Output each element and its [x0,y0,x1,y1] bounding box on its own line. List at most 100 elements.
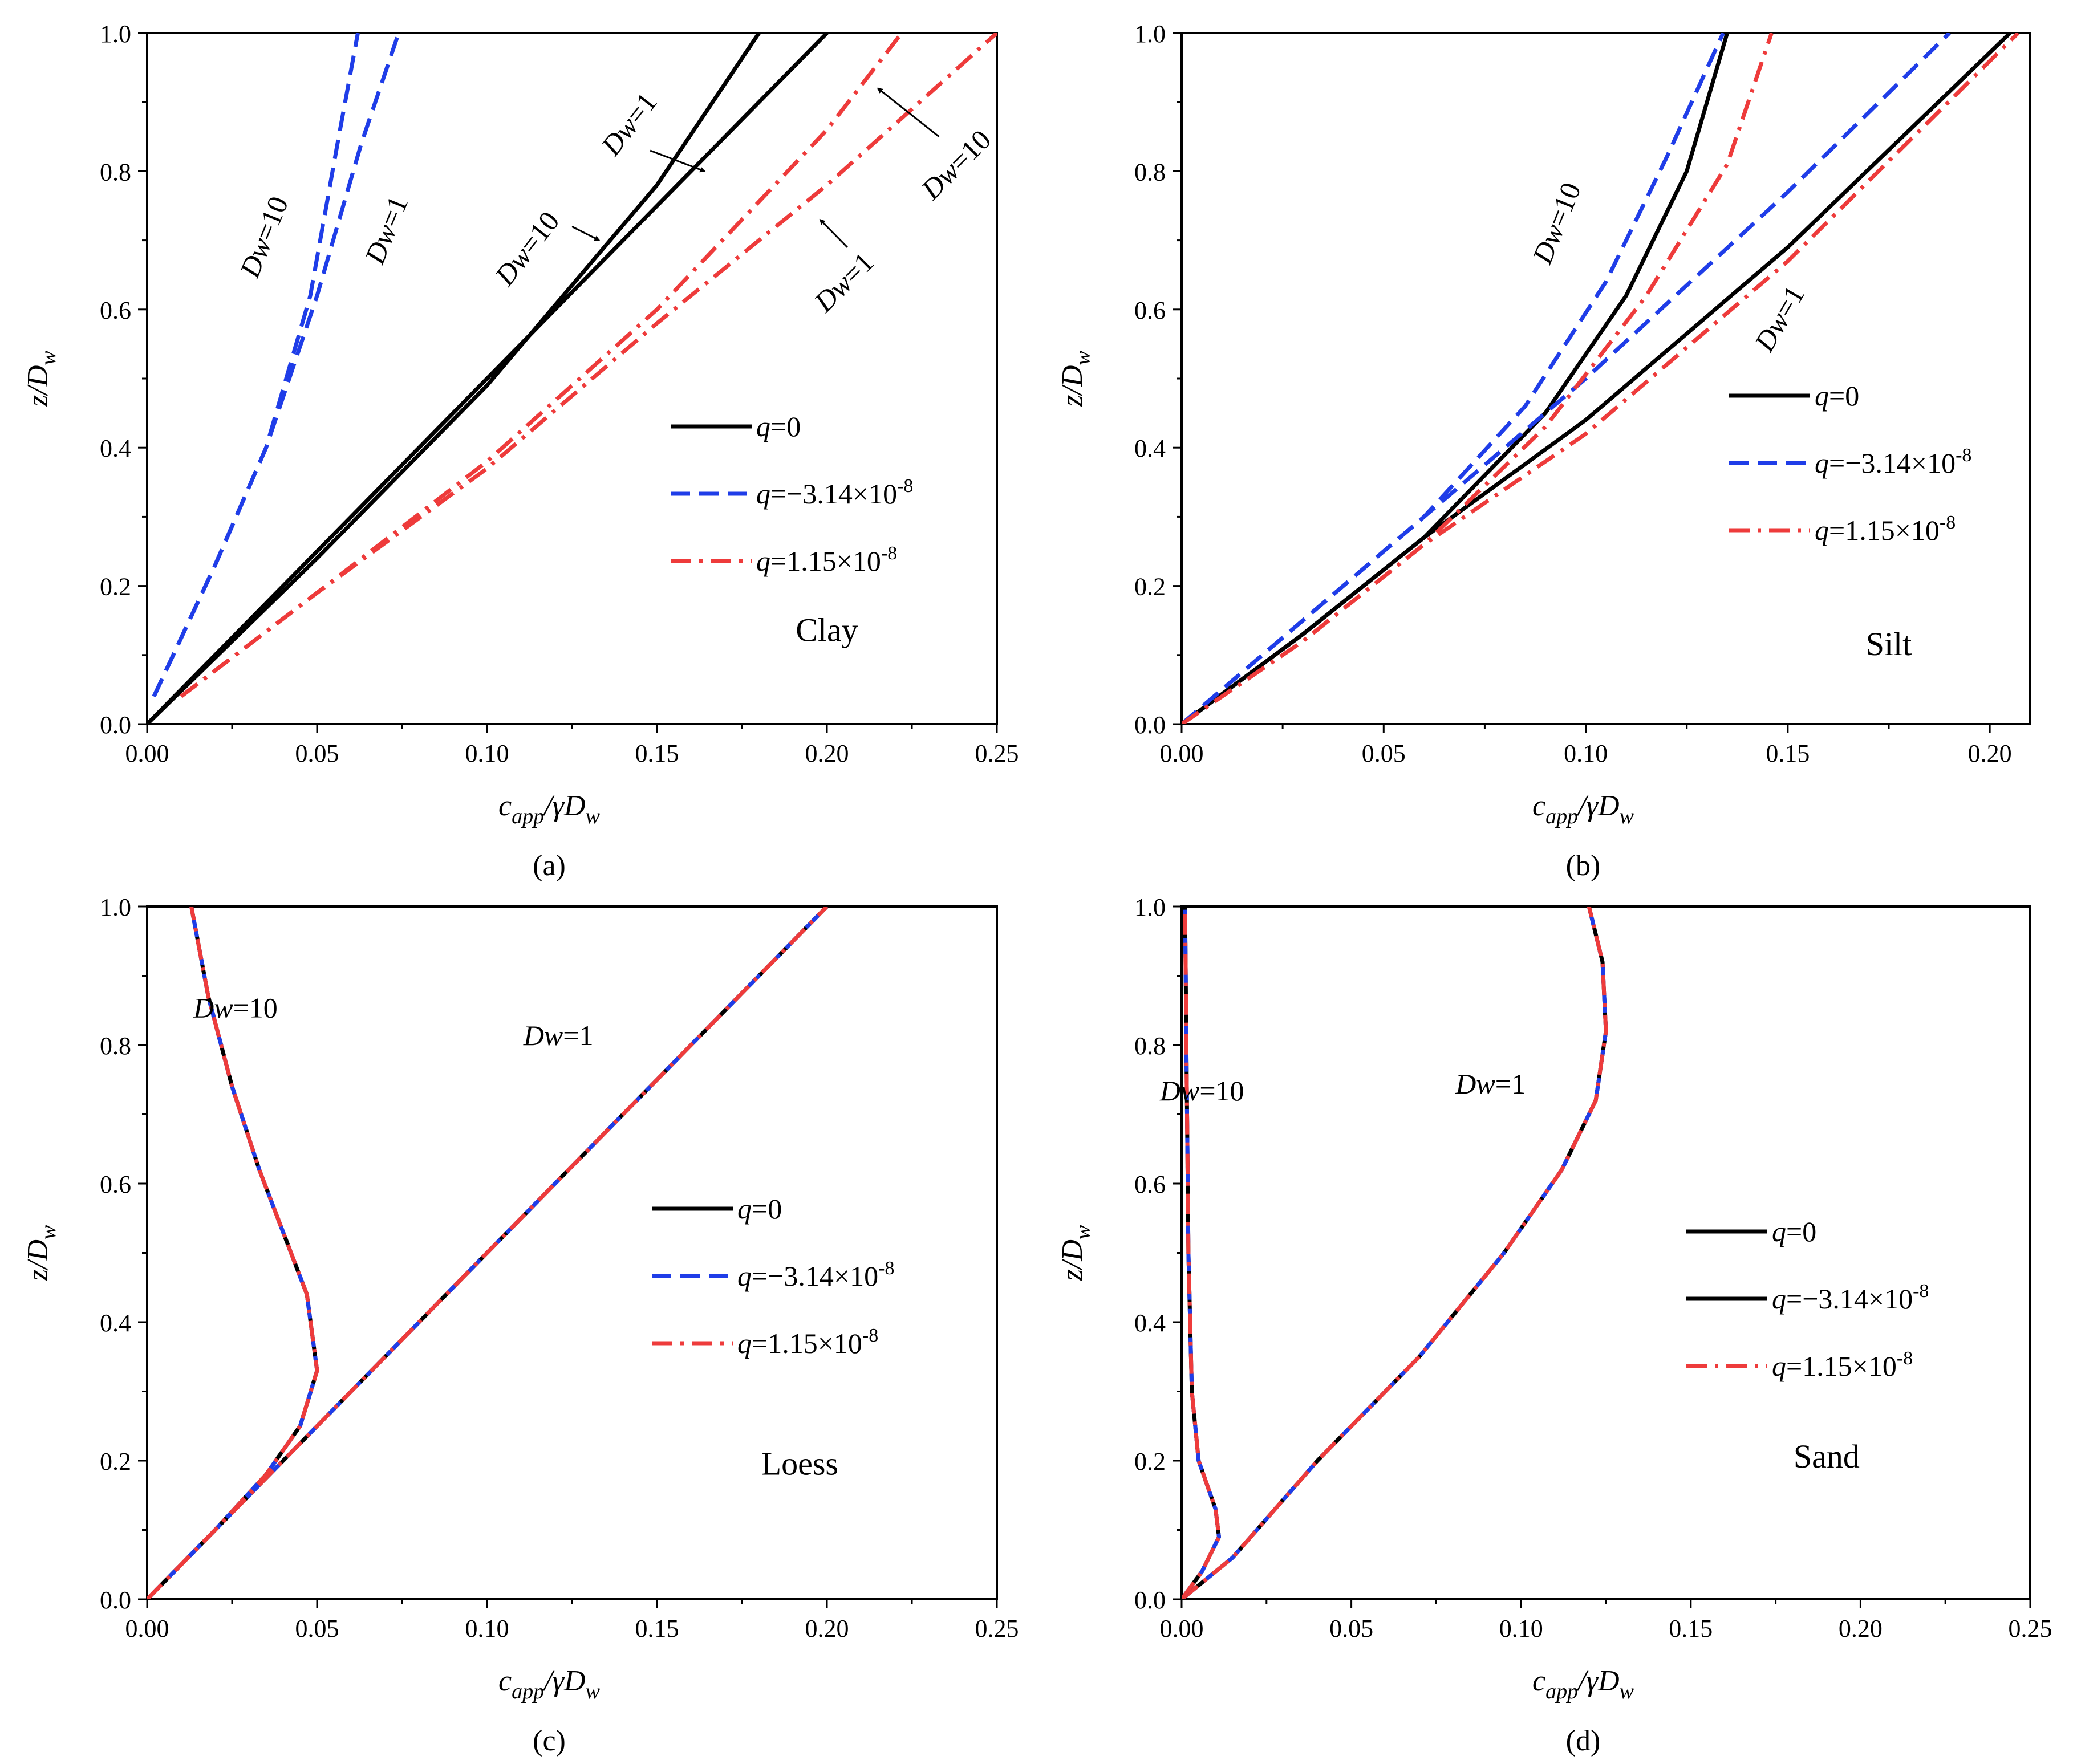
legend-value: =0 [770,410,801,442]
curve-annotation-var: Dw [1159,1075,1199,1107]
curve-annotation: Dw=10 [488,205,566,292]
series-line-3 [147,907,319,1599]
x-tick-label: 0.05 [1362,739,1406,767]
curve-annotation: Dw=1 [523,1019,594,1051]
x-tick-label: 0.15 [635,1615,679,1643]
y-tick-label: 0.4 [1134,1309,1166,1337]
legend-value: =1.15×10 [752,1327,862,1359]
y-tick-label: 0.4 [100,1309,131,1337]
legend-q: q [737,1260,752,1292]
series-line-1 [1182,907,1608,1599]
y-tick-label: 0.2 [100,573,131,601]
series-line-4 [180,33,997,698]
series-line-4 [147,907,829,1599]
x-axis-label-sub2: w [1620,1680,1634,1704]
x-tick-label: 0.00 [1160,1615,1204,1643]
x-tick-label: 0.10 [1499,1615,1543,1643]
legend-entry: q=1.15×10-8 [1815,512,1956,546]
series-group [1182,33,2020,724]
y-axis-label-sub: w [1071,1225,1095,1239]
legend-q: q [1772,1216,1786,1247]
legend: q=0q=−3.14×10-8q=1.15×10-8 [1686,1216,1929,1382]
y-axis-label: z/Dw [1056,351,1095,407]
legend-exponent: -8 [862,1325,878,1346]
legend-entry: q=0 [1815,380,1859,412]
legend-exponent: -8 [897,475,913,497]
y-axis-label: z/Dw [22,351,60,407]
legend-entry: q=1.15×10-8 [756,543,897,577]
x-tick-label: 0.00 [1160,739,1204,767]
y-tick-label: 0.2 [100,1448,131,1476]
x-axis-label: capp/γDw [498,790,601,828]
legend-exponent: -8 [1940,512,1956,533]
soil-label: Clay [796,612,858,649]
y-tick-label: 1.0 [100,20,131,48]
legend-q: q [737,1327,752,1359]
curve-annotation: Dw=10 [193,991,278,1023]
legend-q: q [756,478,770,510]
legend-value: =−3.14×10 [1786,1283,1913,1315]
x-axis-label-sub1: app [512,804,544,828]
y-axis-label-main: z/D [22,365,54,407]
legend-value: =1.15×10 [770,545,881,577]
series-line-5 [1182,33,1774,724]
x-axis-label-mid: /γD [542,790,586,822]
legend-entry: q=0 [1772,1216,1816,1247]
y-tick-label: 0.8 [100,1032,131,1060]
legend-value: =−3.14×10 [1829,447,1956,479]
legend-q: q [1772,1283,1786,1315]
curve-annotation: Dw=10 [1526,178,1587,269]
series-group [147,907,829,1599]
y-tick-label: 0.8 [1134,158,1166,186]
legend-entry: q=−3.14×10-8 [1815,445,1971,479]
soil-label: Sand [1794,1438,1860,1475]
chart-panel-clay: 0.00 0.05 0.10 0.15 0.20 0.25 0.0 0.2 0.4 0.6 0.8 1… [22,20,1019,882]
legend-q: q [756,410,770,442]
annotation-arrow [819,218,848,248]
curve-annotation: Dw=1 [1748,280,1811,357]
y-axis-label-sub: w [36,1225,60,1239]
legend: q=0q=−3.14×10-8q=1.15×10-8 [671,410,913,577]
legend: q=0q=−3.14×10-8q=1.15×10-8 [1729,380,1971,546]
legend-q: q [1815,447,1829,479]
x-axis-label-sub1: app [1545,804,1578,828]
curve-annotation: Dw=10 [915,123,997,206]
y-tick-label: 1.0 [1134,20,1166,48]
x-axis-label-mid: /γD [1576,1665,1620,1697]
panel-caption: (b) [1566,850,1601,882]
y-tick-label: 0.6 [100,296,131,324]
y-tick-label: 0.0 [100,1586,131,1614]
series-line-3 [1182,33,1725,724]
legend-entry: q=−3.14×10-8 [756,475,913,510]
y-axis-label-sub: w [1071,351,1095,365]
legend-exponent: -8 [878,1258,894,1279]
series-line-2 [1182,907,1608,1599]
series-line-0 [1182,907,1608,1599]
panel-caption: (d) [1566,1725,1601,1757]
annotation-arrow [877,87,940,137]
y-tick-label: 0.4 [100,434,131,462]
x-tick-label: 0.20 [805,739,849,767]
x-axis-label-sub2: w [586,804,601,828]
y-tick-label: 0.6 [1134,1170,1166,1198]
x-axis-label: capp/γDw [1532,790,1634,828]
series-group [1182,907,1608,1599]
y-tick-label: 0.4 [1134,434,1166,462]
legend-q: q [1815,380,1829,412]
curve-annotation: Dw=1 [1455,1068,1526,1100]
x-axis-label-mid: /γD [1576,790,1620,822]
legend-q: q [756,545,770,577]
x-axis-label-main: c [498,790,512,822]
x-tick-label: 0.25 [975,739,1019,767]
x-axis-label-main: c [1532,790,1545,822]
x-tick-label: 0.05 [295,739,339,767]
annotation-arrow [571,226,601,241]
annotation-arrow [650,149,706,173]
y-tick-label: 0.0 [1134,711,1166,739]
series-line-4 [1182,33,2020,724]
chart-panel-sand: 0.00 0.05 0.10 0.15 0.20 0.25 0.0 0.2 0.4 0.6 0.8 1… [1056,893,2052,1757]
legend-entry: q=−3.14×10-8 [1772,1281,1929,1315]
x-tick-label: 0.15 [635,739,679,767]
y-axis-label-main: z/D [1056,1239,1089,1281]
x-tick-label: 0.25 [975,1615,1019,1643]
